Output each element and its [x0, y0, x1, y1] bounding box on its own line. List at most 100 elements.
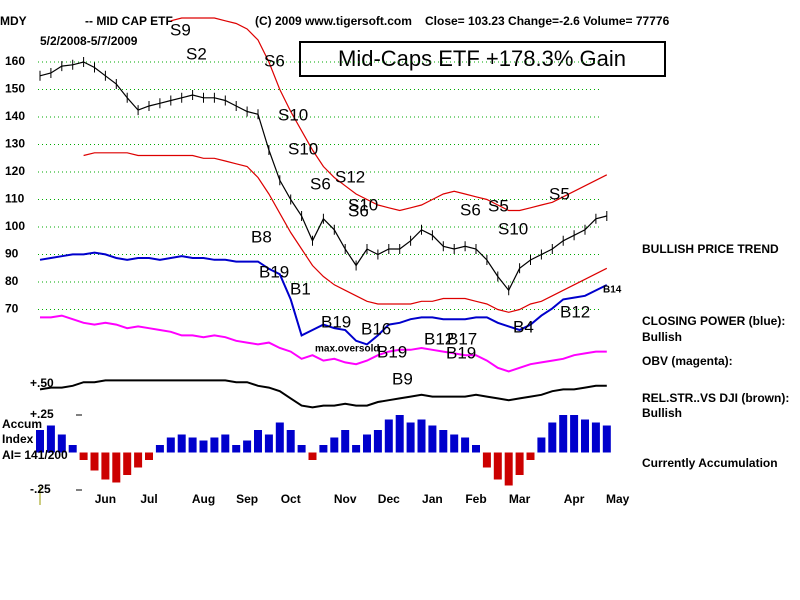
accum-bar: [515, 452, 524, 475]
y-tick-label: 120: [5, 164, 25, 178]
side-label: CLOSING POWER (blue):: [642, 314, 785, 328]
accum-bar: [591, 422, 600, 453]
signal-label: S6: [348, 201, 369, 220]
accum-bar: [232, 445, 241, 453]
signal-label: B9: [392, 369, 413, 388]
x-tick-label: Mar: [509, 492, 531, 506]
signal-label: B19: [259, 262, 289, 281]
accum-bar: [384, 419, 393, 453]
accum-bar: [221, 434, 230, 453]
signal-label: B1: [290, 279, 311, 298]
y-tick-label: 100: [5, 219, 25, 233]
x-tick-label: Sep: [236, 492, 258, 506]
left-label: Index: [2, 432, 34, 446]
side-label: BULLISH PRICE TREND: [642, 242, 779, 256]
signal-label: S5: [549, 184, 570, 203]
accum-bar: [275, 422, 284, 453]
accum-bar: [581, 419, 589, 453]
signal-label: S5: [488, 196, 509, 215]
date-range: 5/2/2008-5/7/2009: [40, 34, 138, 48]
side-label: REL.STR..VS DJI (brown):: [642, 391, 789, 405]
signal-label: B12: [424, 329, 454, 348]
gain-box: [299, 41, 666, 77]
accum-bar: [90, 452, 99, 471]
accum-bar: [526, 452, 535, 460]
accum-bar: [482, 452, 491, 468]
accum-bar: [504, 452, 513, 486]
signal-label: S6: [310, 174, 331, 193]
accum-bar: [428, 425, 437, 453]
x-tick-label: Aug: [192, 492, 215, 506]
accum-bar: [155, 445, 164, 453]
x-tick-label: Jun: [95, 492, 116, 506]
accum-bar: [199, 440, 208, 453]
accum-bar: [188, 437, 197, 453]
signal-label: B4: [513, 317, 534, 336]
copyright: (C) 2009 www.tigersoft.com: [255, 14, 412, 28]
series-line: [170, 17, 608, 212]
accum-bar: [570, 415, 579, 453]
x-tick-label: May: [606, 492, 630, 506]
accum-bar: [210, 437, 219, 453]
accum-bar: [254, 430, 262, 453]
x-tick-label: Dec: [378, 492, 400, 506]
accum-bar: [264, 434, 273, 453]
accum-bar: [461, 437, 470, 453]
left-label: Accum: [2, 417, 42, 431]
signal-label: S12: [335, 167, 365, 186]
accum-bar: [166, 437, 175, 453]
side-label: Currently Accumulation: [642, 456, 778, 470]
accum-bar: [177, 434, 186, 453]
accum-bar: [602, 425, 611, 453]
accum-bar: [243, 440, 252, 453]
fund-name: -- MID CAP ETF: [85, 14, 173, 28]
x-tick-label: Oct: [281, 492, 301, 506]
signal-label: B19: [446, 343, 476, 362]
y-tick-label: 130: [5, 137, 25, 151]
signal-label: B8: [251, 227, 272, 246]
accum-bar: [472, 445, 480, 453]
x-tick-label: Nov: [334, 492, 357, 506]
left-label: +.50: [30, 376, 54, 390]
accum-bar: [112, 452, 121, 483]
accum-bar: [101, 452, 110, 480]
accum-bar: [406, 422, 415, 453]
y-tick-label: -.25: [30, 482, 51, 496]
series-line: [39, 379, 607, 409]
accum-bar: [308, 452, 317, 460]
y-tick-label: 90: [5, 247, 19, 261]
y-tick-label: 140: [5, 109, 25, 123]
accum-bar: [297, 445, 306, 453]
accum-bar: [330, 437, 339, 453]
series-line: [39, 251, 608, 346]
series-line: [83, 152, 608, 313]
side-label: Bullish: [642, 406, 682, 420]
y-tick-label: 160: [5, 54, 25, 68]
accum-bar: [373, 430, 382, 453]
signal-label: B19: [321, 312, 351, 331]
accum-bar: [123, 452, 132, 475]
signal-label: S10: [288, 139, 318, 158]
signal-label: S10: [348, 195, 378, 214]
left-label: AI= 141/200: [2, 448, 68, 462]
signal-label: S6: [264, 51, 285, 70]
signal-label: S2: [186, 44, 207, 63]
y-tick-label: 110: [5, 192, 25, 206]
accum-bar: [68, 445, 77, 453]
annotation: max.oversold: [315, 344, 379, 355]
signal-label: S10: [278, 105, 308, 124]
accum-bar: [417, 419, 426, 453]
y-tick-label: 150: [5, 82, 25, 96]
signal-label: B17: [447, 329, 477, 348]
side-label: OBV (magenta):: [642, 354, 733, 368]
x-tick-label: Jul: [140, 492, 157, 506]
y-tick-label: 80: [5, 274, 19, 288]
y-tick-label: 70: [5, 302, 19, 316]
signal-label: S6: [460, 200, 481, 219]
accum-bar: [57, 434, 66, 453]
signal-label: B12: [560, 302, 590, 321]
accum-bar: [341, 430, 350, 453]
accum-bar: [439, 430, 448, 453]
accum-bar: [363, 434, 371, 453]
